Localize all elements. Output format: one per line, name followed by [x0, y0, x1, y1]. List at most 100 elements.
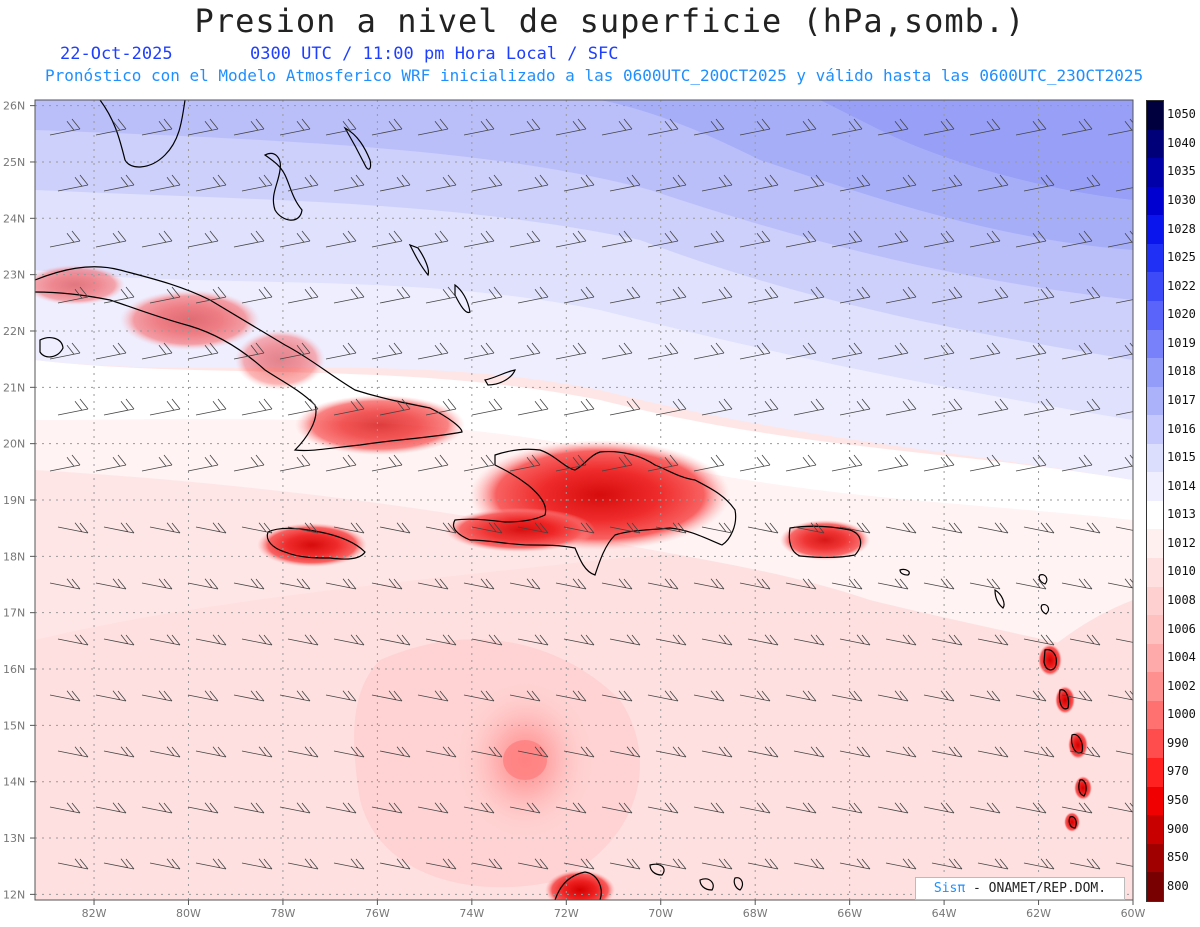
wind-barb — [279, 802, 311, 814]
colorbar-label: 850 — [1167, 850, 1189, 865]
wind-barb — [425, 286, 457, 304]
wind-barb — [187, 802, 219, 814]
wind-barb — [793, 522, 825, 534]
wind-barb — [187, 578, 219, 590]
wind-barb — [747, 858, 779, 870]
wind-barb — [977, 522, 1009, 534]
wind-barb — [471, 746, 503, 758]
wind-barb — [333, 398, 365, 416]
wind-barb — [1015, 454, 1047, 472]
latitude-labels: 26N 25N 24N 23N 22N 21N 20N 19N 18N 17N 16N 15N 14N 1… — [3, 100, 35, 901]
wind-barb — [149, 398, 181, 416]
lon-tick-label: 78W — [270, 907, 295, 920]
wind-barb — [747, 286, 779, 304]
lon-tick-label: 82W — [82, 907, 107, 920]
wind-barb — [241, 634, 273, 646]
wind-barb — [747, 746, 779, 758]
wind-barb — [563, 522, 595, 534]
lat-tick-label: 26N — [3, 100, 25, 113]
wind-barb — [425, 746, 457, 758]
wind-barb — [463, 578, 495, 590]
wind-barb — [609, 286, 641, 304]
colorbar-segment — [1147, 700, 1163, 730]
wind-barb — [325, 342, 357, 360]
wind-barb — [923, 118, 955, 136]
colorbar-label: 900 — [1167, 821, 1189, 836]
wind-barb — [1015, 802, 1047, 814]
wind-barb — [931, 398, 963, 416]
colorbar-segment — [1147, 472, 1163, 501]
wind-barb — [379, 522, 411, 534]
wind-barb — [379, 174, 411, 192]
wind-barb — [563, 858, 595, 870]
colorbar-label: 1028 — [1167, 221, 1196, 236]
lat-tick-label: 17N — [3, 607, 25, 620]
wind-barb — [739, 230, 771, 248]
wind-barb — [333, 634, 365, 646]
wind-barb — [287, 746, 319, 758]
wind-barb — [977, 398, 1009, 416]
wind-barb — [655, 858, 687, 870]
wind-barb — [418, 915, 448, 925]
wind-barb — [517, 522, 549, 534]
wind-barb — [1015, 578, 1047, 590]
wind-barb — [425, 522, 457, 534]
wind-barb — [141, 118, 173, 136]
wind-barb — [417, 578, 449, 590]
colorbar-segment — [1147, 243, 1163, 273]
colorbar-segment — [1147, 615, 1163, 644]
colorbar-label: 1006 — [1167, 621, 1196, 636]
wind-barb — [1069, 174, 1101, 192]
wind-barb — [333, 746, 365, 758]
wind-barb — [517, 286, 549, 304]
wind-barb — [885, 858, 917, 870]
wind-barb — [1069, 398, 1101, 416]
wind-barb — [923, 802, 955, 814]
wind-barb — [609, 398, 641, 416]
wind-barb — [287, 286, 319, 304]
wind-barb — [233, 342, 265, 360]
wind-barb — [471, 398, 503, 416]
colorbar-segment — [1147, 272, 1163, 301]
wind-barb — [279, 690, 311, 702]
wind-barb — [241, 398, 273, 416]
wind-barb — [142, 915, 172, 925]
colorbar-label: 1013 — [1167, 507, 1196, 522]
wind-barb — [693, 578, 725, 590]
wind-barb — [931, 174, 963, 192]
wind-barb — [1023, 286, 1055, 304]
wind-barb — [371, 118, 403, 136]
wind-barb — [1107, 342, 1133, 360]
colorbar-segment — [1147, 158, 1163, 187]
wind-barb — [602, 915, 632, 925]
wind-barb — [831, 802, 863, 814]
colorbar-label: 1018 — [1167, 364, 1196, 379]
wind-barb — [279, 342, 311, 360]
wind-barb — [463, 690, 495, 702]
wind-barb — [885, 174, 917, 192]
wind-barb — [509, 690, 541, 702]
colorbar-segment — [1147, 443, 1163, 473]
wind-barb — [1107, 578, 1133, 589]
wind-barb — [831, 118, 863, 136]
forecast-time: 0300 UTC / 11:00 pm Hora Local / SFC — [250, 44, 619, 64]
wind-barb — [785, 690, 817, 702]
colorbar-segment — [1147, 529, 1163, 558]
wind-barb — [839, 286, 871, 304]
wind-barb — [878, 915, 908, 925]
colorbar-label: 970 — [1167, 764, 1189, 779]
wind-barb — [785, 454, 817, 472]
wind-barb — [1062, 915, 1092, 925]
lon-tick-label: 66W — [837, 907, 862, 920]
wind-barb — [969, 578, 1001, 590]
wind-barb — [149, 634, 181, 646]
colorbar-segment — [1147, 815, 1163, 844]
colorbar-label: 1012 — [1167, 535, 1196, 550]
wind-barb — [509, 342, 541, 360]
wind-barb — [1023, 634, 1055, 646]
colorbar-label: 950 — [1167, 793, 1189, 807]
wind-barb — [326, 915, 356, 925]
wind-barb — [141, 802, 173, 814]
wind-barb — [279, 230, 311, 248]
wind-barb — [839, 746, 871, 758]
